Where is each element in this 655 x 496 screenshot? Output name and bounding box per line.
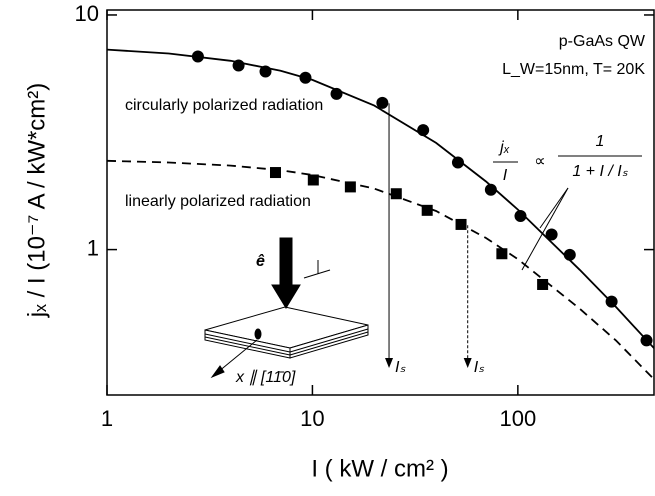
- data-point: [344, 181, 356, 193]
- inset-e: ê: [256, 253, 265, 270]
- sample-params: L_W=15nm, T= 20K: [502, 61, 645, 78]
- data-point: [269, 167, 281, 179]
- x-tick-label: 10: [300, 406, 324, 431]
- fit-line: [107, 48, 654, 349]
- polarization: [303, 269, 331, 279]
- layer: [289, 328, 369, 353]
- arrow-head: [463, 358, 472, 368]
- is-label: Iₛ: [474, 359, 485, 376]
- data-point: [496, 248, 508, 260]
- x-axis-label: I ( kW / cm² ): [311, 455, 448, 482]
- y-axis-label: jₓ / I (10⁻⁷ A / kW*cm²): [23, 83, 50, 319]
- data-point: [545, 228, 558, 241]
- data-point: [484, 183, 497, 196]
- light-arrow: [271, 237, 301, 309]
- y-tick-label: 10: [75, 1, 99, 26]
- x-direction: [217, 339, 258, 373]
- arrow-head: [210, 365, 225, 379]
- data-point: [514, 210, 527, 223]
- contact: [254, 328, 262, 340]
- data-point: [537, 278, 549, 290]
- pointer: [521, 187, 569, 271]
- formula-rhs-den: 1 + I / Iₛ: [572, 163, 628, 180]
- x-tick-label: 1: [101, 406, 113, 431]
- layer: [289, 331, 369, 356]
- formula-lhs-den: I: [503, 167, 508, 184]
- inset: [204, 237, 369, 379]
- series-label: circularly polarized radiation: [125, 97, 323, 114]
- y-tick-label: 1: [87, 235, 99, 260]
- sample-label: p-GaAs QW: [559, 33, 646, 50]
- data-point: [307, 174, 319, 186]
- series-label: linearly polarized radiation: [125, 193, 311, 210]
- formula-rhs-num: 1: [596, 133, 605, 150]
- is-label: Iₛ: [395, 359, 406, 376]
- pointer: [539, 187, 569, 229]
- layer: [204, 336, 291, 356]
- layer: [204, 333, 291, 353]
- arrow-head: [385, 358, 394, 368]
- fit-line: [107, 159, 654, 380]
- data-point: [421, 204, 433, 216]
- inset-x: x ∥ [11̄0]: [235, 369, 296, 386]
- data-point: [376, 96, 389, 109]
- formula-sym: ∝: [534, 153, 545, 170]
- x-tick-label: 100: [499, 406, 536, 431]
- plot-frame: [106, 9, 655, 396]
- data-point: [390, 188, 402, 200]
- data-point: [451, 156, 464, 169]
- formula-lhs-num: jₓ: [498, 139, 510, 156]
